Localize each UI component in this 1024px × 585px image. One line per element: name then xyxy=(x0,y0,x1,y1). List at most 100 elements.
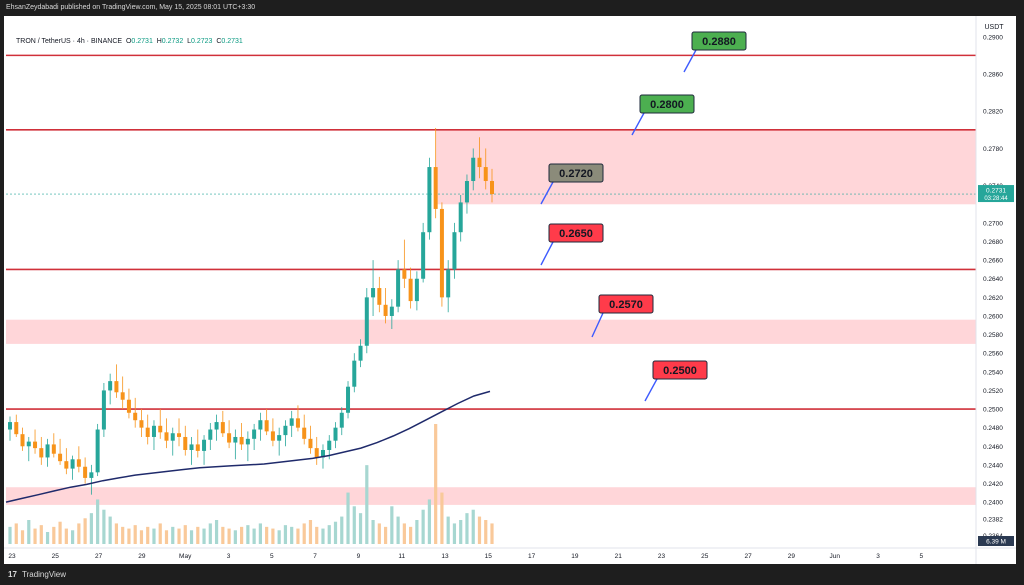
volume-bar xyxy=(440,492,444,544)
candle-body xyxy=(352,360,357,387)
candle-body xyxy=(439,208,444,298)
volume-bar xyxy=(315,526,319,544)
zone-layer xyxy=(6,129,976,505)
candle-body xyxy=(108,381,113,391)
candle-body xyxy=(396,269,401,307)
volume-bar xyxy=(490,523,494,544)
candle-body xyxy=(8,422,12,430)
candle-body xyxy=(95,429,100,473)
tradingview-footer: 17 TradingView xyxy=(0,564,1024,585)
x-tick-label: 15 xyxy=(485,553,493,560)
volume-bar xyxy=(183,525,187,544)
price-chart[interactable]: 0.2880 0.2800 0.2650 0.2500 0.2720 0.2570 USD… xyxy=(4,16,1016,564)
callout-line xyxy=(591,312,604,338)
volume-bar xyxy=(390,506,394,544)
x-tick-label: 5 xyxy=(270,553,274,560)
x-tick-label: Jun xyxy=(829,553,840,560)
volume-bar xyxy=(377,523,381,544)
volume-bar xyxy=(446,516,450,544)
high-label: H xyxy=(156,38,162,45)
y-tick-label: 0.2420 xyxy=(983,481,1003,488)
volume-bar xyxy=(358,513,363,544)
candle-body xyxy=(295,418,300,428)
candle-body xyxy=(164,432,169,441)
callout-line xyxy=(540,181,554,205)
candle-body xyxy=(314,448,319,458)
moving-average-layer xyxy=(5,390,491,503)
volume-bar xyxy=(39,525,43,544)
volume-bar xyxy=(102,509,106,544)
volume-bar xyxy=(271,528,275,544)
volume-bar xyxy=(434,424,438,544)
candle-body xyxy=(402,269,407,279)
candle-body xyxy=(358,345,363,361)
candle-body xyxy=(458,202,463,233)
volume-bar xyxy=(214,520,219,544)
candle-body xyxy=(270,431,275,441)
level-label-layer: 0.2880 0.2800 0.2650 0.2500 0.2720 0.2570 xyxy=(540,31,747,402)
volume-tag xyxy=(978,536,1014,546)
zone-0 xyxy=(436,129,976,205)
x-tick-label: 7 xyxy=(313,553,317,560)
candle-body xyxy=(14,422,19,435)
volume-bar xyxy=(233,530,237,544)
volume-bar xyxy=(471,509,475,544)
volume-bar xyxy=(477,516,482,544)
candle-body xyxy=(227,433,232,443)
candle-body xyxy=(333,427,338,441)
close-label: C xyxy=(216,38,222,45)
y-tick-label: 0.2640 xyxy=(983,276,1003,283)
volume-bar xyxy=(283,525,288,544)
candle-body xyxy=(114,381,119,393)
volume-bar xyxy=(20,530,25,544)
candle-body xyxy=(339,412,344,428)
x-tick-label: 9 xyxy=(357,553,361,560)
y-tick-label: 0.2440 xyxy=(983,462,1003,469)
brand-name[interactable]: TradingView xyxy=(21,570,67,579)
x-tick-label: 29 xyxy=(138,553,146,560)
candle-body xyxy=(302,427,307,439)
level-label-text: 0.2800 xyxy=(650,99,684,111)
volume-bar xyxy=(352,506,356,544)
volume-bar xyxy=(164,530,169,544)
candle-body xyxy=(283,425,288,436)
y-tick-label: 0.2382 xyxy=(983,516,1003,523)
level-label-box xyxy=(639,94,695,114)
volume-bar xyxy=(133,525,137,544)
y-tick-label: 0.2680 xyxy=(983,239,1003,246)
y-tick-label: 0.2820 xyxy=(983,109,1003,116)
x-tick-label: 27 xyxy=(95,553,103,560)
x-tick-label: 29 xyxy=(788,553,796,560)
candle-body xyxy=(264,420,269,432)
volume-bar xyxy=(177,528,181,544)
candle-body xyxy=(471,157,476,182)
candle-body xyxy=(427,167,432,233)
y-tick-label: 0.2400 xyxy=(983,500,1003,507)
volume-bar xyxy=(52,526,56,544)
level-label-text: 0.2570 xyxy=(609,299,643,311)
volume-bar xyxy=(340,516,344,544)
volume-bar xyxy=(246,525,250,544)
candle-body xyxy=(177,433,182,437)
candle-body xyxy=(33,441,38,449)
level-label-box xyxy=(598,294,654,314)
y-tick-label: 0.2500 xyxy=(983,407,1003,414)
y-tick-label: 0.2780 xyxy=(983,146,1003,153)
volume-bar xyxy=(89,513,93,544)
zone-1 xyxy=(6,319,976,344)
candle-body xyxy=(245,438,250,445)
candle-body xyxy=(320,449,325,458)
volume-bar xyxy=(290,526,294,544)
candle-body xyxy=(145,427,150,437)
candle-body xyxy=(83,466,88,478)
chart-panel[interactable]: 0.2880 0.2800 0.2650 0.2500 0.2720 0.2570 USD… xyxy=(4,16,1016,564)
x-tick-label: 23 xyxy=(658,553,666,560)
candle-body xyxy=(126,399,131,413)
volume-bar xyxy=(252,528,256,544)
level-label-text: 0.2880 xyxy=(702,36,736,48)
current-price-tag xyxy=(978,185,1014,203)
level-label-text: 0.2720 xyxy=(559,168,593,180)
callout-line xyxy=(683,49,697,73)
candle-body xyxy=(490,181,494,195)
